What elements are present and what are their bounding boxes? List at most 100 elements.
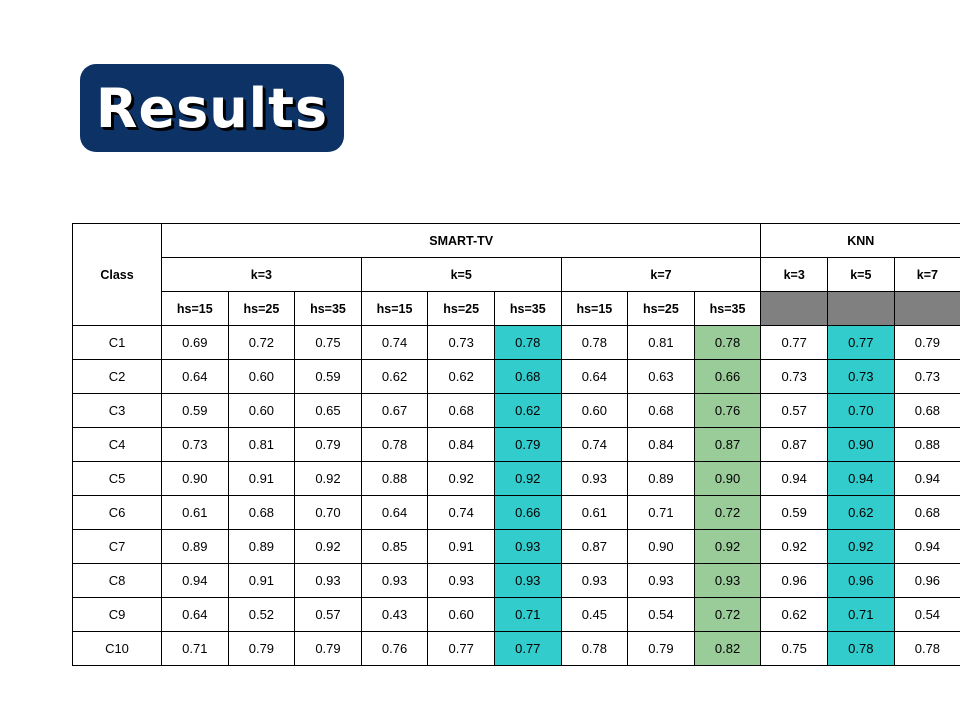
value-cell: 0.68	[893, 495, 960, 530]
value-cell: 0.64	[161, 359, 229, 394]
class-header: Class	[72, 223, 162, 326]
group-header-knn: KNN	[760, 223, 960, 258]
value-cell: 0.67	[360, 393, 429, 428]
value-cell: 0.92	[427, 461, 495, 496]
value-cell: 0.73	[893, 359, 960, 394]
value-cell: 0.96	[760, 563, 828, 598]
value-cell: 0.78	[827, 631, 895, 666]
value-cell: 0.74	[427, 495, 495, 530]
class-label: C10	[72, 631, 162, 666]
value-cell: 0.64	[161, 597, 229, 632]
value-cell: 0.77	[427, 631, 495, 666]
value-cell: 0.88	[360, 461, 429, 496]
value-cell: 0.73	[827, 359, 895, 394]
value-cell: 0.72	[227, 325, 296, 360]
class-label: C9	[72, 597, 162, 632]
value-cell: 0.77	[760, 325, 828, 360]
value-cell: 0.79	[294, 427, 362, 462]
value-cell: 0.68	[893, 393, 960, 428]
value-cell: 0.78	[560, 631, 629, 666]
value-cell: 0.74	[360, 325, 429, 360]
value-cell: 0.91	[227, 563, 296, 598]
results-table: Class SMART-TV KNN k=3 k=5 k=7 k=3 k=5 k…	[72, 223, 960, 666]
value-cell: 0.78	[893, 631, 960, 666]
value-cell: 0.90	[627, 529, 695, 564]
value-cell: 0.61	[560, 495, 629, 530]
table-row: C4 0.73 0.81 0.79 0.78 0.84 0.79 0.74 0.84 0.87 0.…	[72, 427, 960, 462]
class-label: C2	[72, 359, 162, 394]
value-cell: 0.68	[427, 393, 495, 428]
value-cell: 0.78	[360, 427, 429, 462]
value-cell: 0.70	[294, 495, 362, 530]
hs-header: hs=15	[360, 291, 429, 326]
value-cell: 0.89	[627, 461, 695, 496]
value-cell: 0.93	[560, 461, 629, 496]
hs-header: hs=15	[560, 291, 629, 326]
table-body: C1 0.69 0.72 0.75 0.74 0.73 0.78 0.78 0.81 0.78 0.…	[72, 325, 960, 666]
value-cell: 0.68	[493, 359, 562, 394]
value-cell: 0.93	[427, 563, 495, 598]
hs-header: hs=25	[427, 291, 495, 326]
value-cell: 0.60	[427, 597, 495, 632]
value-cell: 0.57	[760, 393, 828, 428]
value-cell: 0.91	[227, 461, 296, 496]
value-cell: 0.84	[627, 427, 695, 462]
value-cell: 0.93	[627, 563, 695, 598]
value-cell: 0.65	[294, 393, 362, 428]
value-cell: 0.73	[760, 359, 828, 394]
value-cell: 0.77	[827, 325, 895, 360]
value-cell: 0.57	[294, 597, 362, 632]
table-row: C2 0.64 0.60 0.59 0.62 0.62 0.68 0.64 0.63 0.66 0.…	[72, 359, 960, 394]
value-cell: 0.60	[560, 393, 629, 428]
class-label: C1	[72, 325, 162, 360]
value-cell: 0.54	[893, 597, 960, 632]
value-cell: 0.73	[161, 427, 229, 462]
value-cell: 0.91	[427, 529, 495, 564]
value-cell: 0.72	[693, 597, 762, 632]
table-row: C5 0.90 0.91 0.92 0.88 0.92 0.92 0.93 0.89 0.90 0.…	[72, 461, 960, 496]
value-cell: 0.64	[360, 495, 429, 530]
value-cell: 0.63	[627, 359, 695, 394]
empty-gray-cell	[827, 291, 895, 326]
value-cell: 0.94	[161, 563, 229, 598]
table-row: C6 0.61 0.68 0.70 0.64 0.74 0.66 0.61 0.71 0.72 0.…	[72, 495, 960, 530]
value-cell: 0.96	[893, 563, 960, 598]
hs-header: hs=35	[493, 291, 562, 326]
value-cell: 0.64	[560, 359, 629, 394]
hs-header: hs=35	[693, 291, 762, 326]
value-cell: 0.78	[493, 325, 562, 360]
value-cell: 0.59	[161, 393, 229, 428]
table-row: C1 0.69 0.72 0.75 0.74 0.73 0.78 0.78 0.81 0.78 0.…	[72, 325, 960, 360]
table-row: C7 0.89 0.89 0.92 0.85 0.91 0.93 0.87 0.90 0.92 0.…	[72, 529, 960, 564]
value-cell: 0.71	[161, 631, 229, 666]
class-label: C8	[72, 563, 162, 598]
value-cell: 0.81	[227, 427, 296, 462]
value-cell: 0.68	[227, 495, 296, 530]
value-cell: 0.60	[227, 393, 296, 428]
value-cell: 0.92	[760, 529, 828, 564]
value-cell: 0.77	[493, 631, 562, 666]
value-cell: 0.70	[827, 393, 895, 428]
k-header: k=3	[760, 257, 828, 292]
table-row: C8 0.94 0.91 0.93 0.93 0.93 0.93 0.93 0.93 0.93 0.…	[72, 563, 960, 598]
value-cell: 0.60	[227, 359, 296, 394]
hs-header: hs=25	[627, 291, 695, 326]
value-cell: 0.79	[627, 631, 695, 666]
value-cell: 0.92	[294, 461, 362, 496]
class-label: C7	[72, 529, 162, 564]
hs-header: hs=25	[227, 291, 296, 326]
value-cell: 0.76	[360, 631, 429, 666]
k-header: k=3	[161, 257, 362, 292]
value-cell: 0.94	[827, 461, 895, 496]
value-cell: 0.93	[294, 563, 362, 598]
value-cell: 0.62	[427, 359, 495, 394]
value-cell: 0.92	[693, 529, 762, 564]
k-header: k=7	[560, 257, 762, 292]
value-cell: 0.62	[760, 597, 828, 632]
value-cell: 0.72	[693, 495, 762, 530]
value-cell: 0.93	[493, 563, 562, 598]
value-cell: 0.96	[827, 563, 895, 598]
empty-gray-cell	[893, 291, 960, 326]
value-cell: 0.73	[427, 325, 495, 360]
value-cell: 0.93	[560, 563, 629, 598]
